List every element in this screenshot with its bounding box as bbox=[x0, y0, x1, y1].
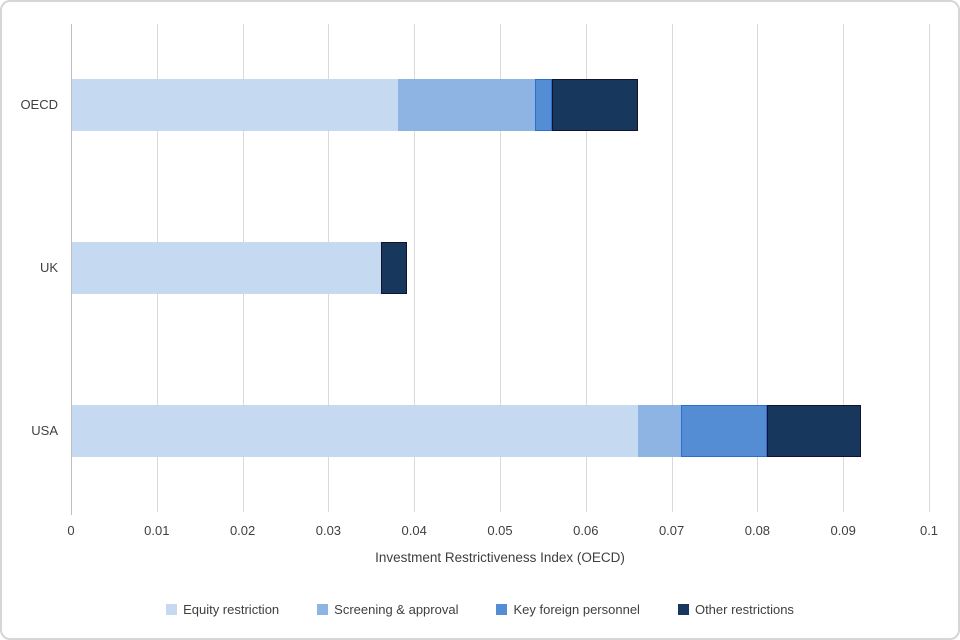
legend-swatch-key-foreign-personnel bbox=[496, 604, 508, 615]
bar-row-usa bbox=[72, 404, 862, 457]
x-axis-tick-label: 0.02 bbox=[229, 523, 256, 538]
category-axis-line bbox=[71, 24, 72, 515]
x-axis-tick-label: 0.08 bbox=[744, 523, 771, 538]
x-axis-tick-label: 0.03 bbox=[315, 523, 342, 538]
bar-segment-usa-screening-approval bbox=[638, 404, 682, 457]
gridline bbox=[671, 24, 673, 512]
bar-segment-usa-equity-restriction bbox=[72, 404, 639, 457]
legend-item-other-restrictions: Other restrictions bbox=[677, 602, 794, 617]
legend-swatch-equity-restriction bbox=[166, 604, 178, 615]
legend-label: Other restrictions bbox=[694, 602, 794, 617]
gridline bbox=[585, 24, 587, 512]
legend-label: Equity restriction bbox=[183, 602, 280, 617]
x-axis-tick-label: 0.04 bbox=[401, 523, 427, 538]
legend-swatch-screening-approval bbox=[317, 604, 329, 615]
bar-segment-uk-equity-restriction bbox=[72, 242, 381, 294]
bar-segment-usa-key-foreign-personnel bbox=[681, 404, 767, 457]
gridline bbox=[929, 24, 930, 512]
gridline bbox=[757, 24, 759, 512]
bar-segment-uk-other-restrictions bbox=[380, 242, 407, 294]
gridline bbox=[843, 24, 845, 512]
x-axis-tick-label: 0.09 bbox=[830, 523, 856, 538]
x-axis-tick-label: 0.06 bbox=[573, 523, 599, 538]
bar-segment-oecd-screening-approval bbox=[398, 79, 536, 132]
category-label-uk: UK bbox=[39, 260, 58, 275]
category-label-usa: USA bbox=[31, 422, 58, 438]
x-axis-tick-label: 0.1 bbox=[919, 523, 939, 538]
bar-segment-oecd-other-restrictions bbox=[552, 79, 639, 132]
legend-swatch-other-restrictions bbox=[677, 604, 689, 615]
legend-label: Screening & approval bbox=[334, 602, 459, 617]
x-axis-tick-label: 0.05 bbox=[487, 523, 513, 538]
x-axis-tick-label: 0.07 bbox=[658, 523, 685, 538]
x-axis-tick-label: 0.01 bbox=[144, 523, 170, 538]
legend: Equity restriction Screening & approval Ke… bbox=[2, 602, 958, 617]
legend-label: Key foreign personnel bbox=[513, 602, 640, 617]
bar-row-uk bbox=[72, 242, 407, 294]
legend-item-screening-approval: Screening & approval bbox=[317, 602, 458, 617]
legend-item-key-foreign-personnel: Key foreign personnel bbox=[496, 602, 640, 617]
gridline bbox=[414, 24, 416, 512]
bar-segment-oecd-key-foreign-personnel bbox=[535, 79, 553, 132]
bar-segment-usa-other-restrictions bbox=[766, 404, 862, 457]
x-axis-tick-label: 0 bbox=[67, 523, 75, 538]
legend-item-equity-restriction: Equity restriction bbox=[166, 602, 279, 617]
bar-segment-oecd-equity-restriction bbox=[72, 79, 399, 132]
x-axis-title: Investment Restrictiveness Index (OECD) bbox=[375, 550, 625, 565]
gridline bbox=[500, 24, 501, 512]
category-label-oecd: OECD bbox=[20, 97, 58, 113]
bar-row-oecd bbox=[72, 79, 639, 132]
